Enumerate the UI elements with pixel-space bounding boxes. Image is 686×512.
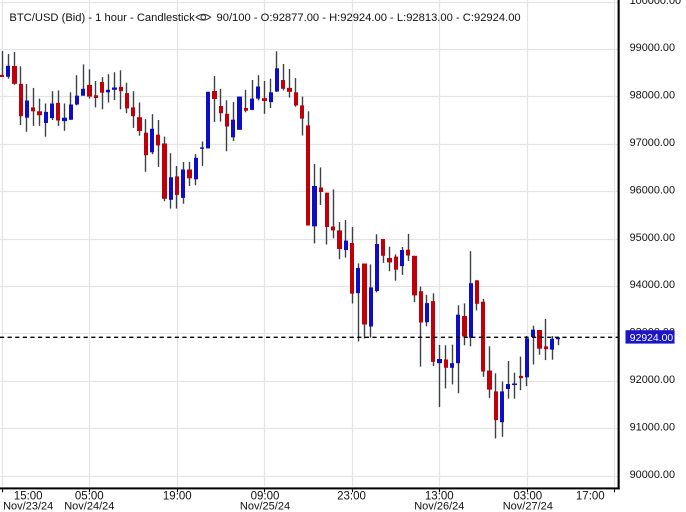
svg-text:13:00: 13:00 — [425, 490, 454, 502]
svg-text:90000.00: 90000.00 — [630, 469, 675, 481]
svg-text:95000.00: 95000.00 — [630, 232, 675, 244]
svg-text:23:00: 23:00 — [337, 490, 366, 502]
svg-text:19:00: 19:00 — [163, 490, 192, 502]
svg-text:96000.00: 96000.00 — [630, 184, 675, 196]
svg-text:09:00: 09:00 — [251, 490, 280, 502]
svg-text:Nov/24/24: Nov/24/24 — [64, 500, 114, 512]
svg-text:97000.00: 97000.00 — [630, 137, 675, 149]
svg-text:92000.00: 92000.00 — [630, 374, 675, 386]
svg-text:Nov/23/24: Nov/23/24 — [3, 500, 53, 512]
svg-text:05:00: 05:00 — [75, 490, 104, 502]
svg-text:94000.00: 94000.00 — [630, 279, 675, 291]
svg-text:92924.00: 92924.00 — [630, 333, 674, 344]
svg-text:90/100 - O:92877.00 - H:92924.: 90/100 - O:92877.00 - H:92924.00 - L:928… — [217, 12, 521, 24]
svg-text:98000.00: 98000.00 — [630, 90, 675, 102]
svg-text:Nov/25/24: Nov/25/24 — [240, 500, 290, 512]
svg-text:100000.00: 100000.00 — [630, 0, 681, 7]
svg-text:91000.00: 91000.00 — [630, 421, 675, 433]
svg-text:17:00: 17:00 — [576, 490, 605, 502]
svg-text:BTC/USD (Bid) - 1 hour - Candl: BTC/USD (Bid) - 1 hour - Candlestick — [9, 12, 195, 24]
svg-text:Nov/27/24: Nov/27/24 — [503, 500, 553, 512]
svg-text:Nov/26/24: Nov/26/24 — [414, 500, 464, 512]
svg-text:15:00: 15:00 — [14, 490, 43, 502]
svg-text:03:00: 03:00 — [513, 490, 542, 502]
svg-text:99000.00: 99000.00 — [630, 42, 675, 54]
